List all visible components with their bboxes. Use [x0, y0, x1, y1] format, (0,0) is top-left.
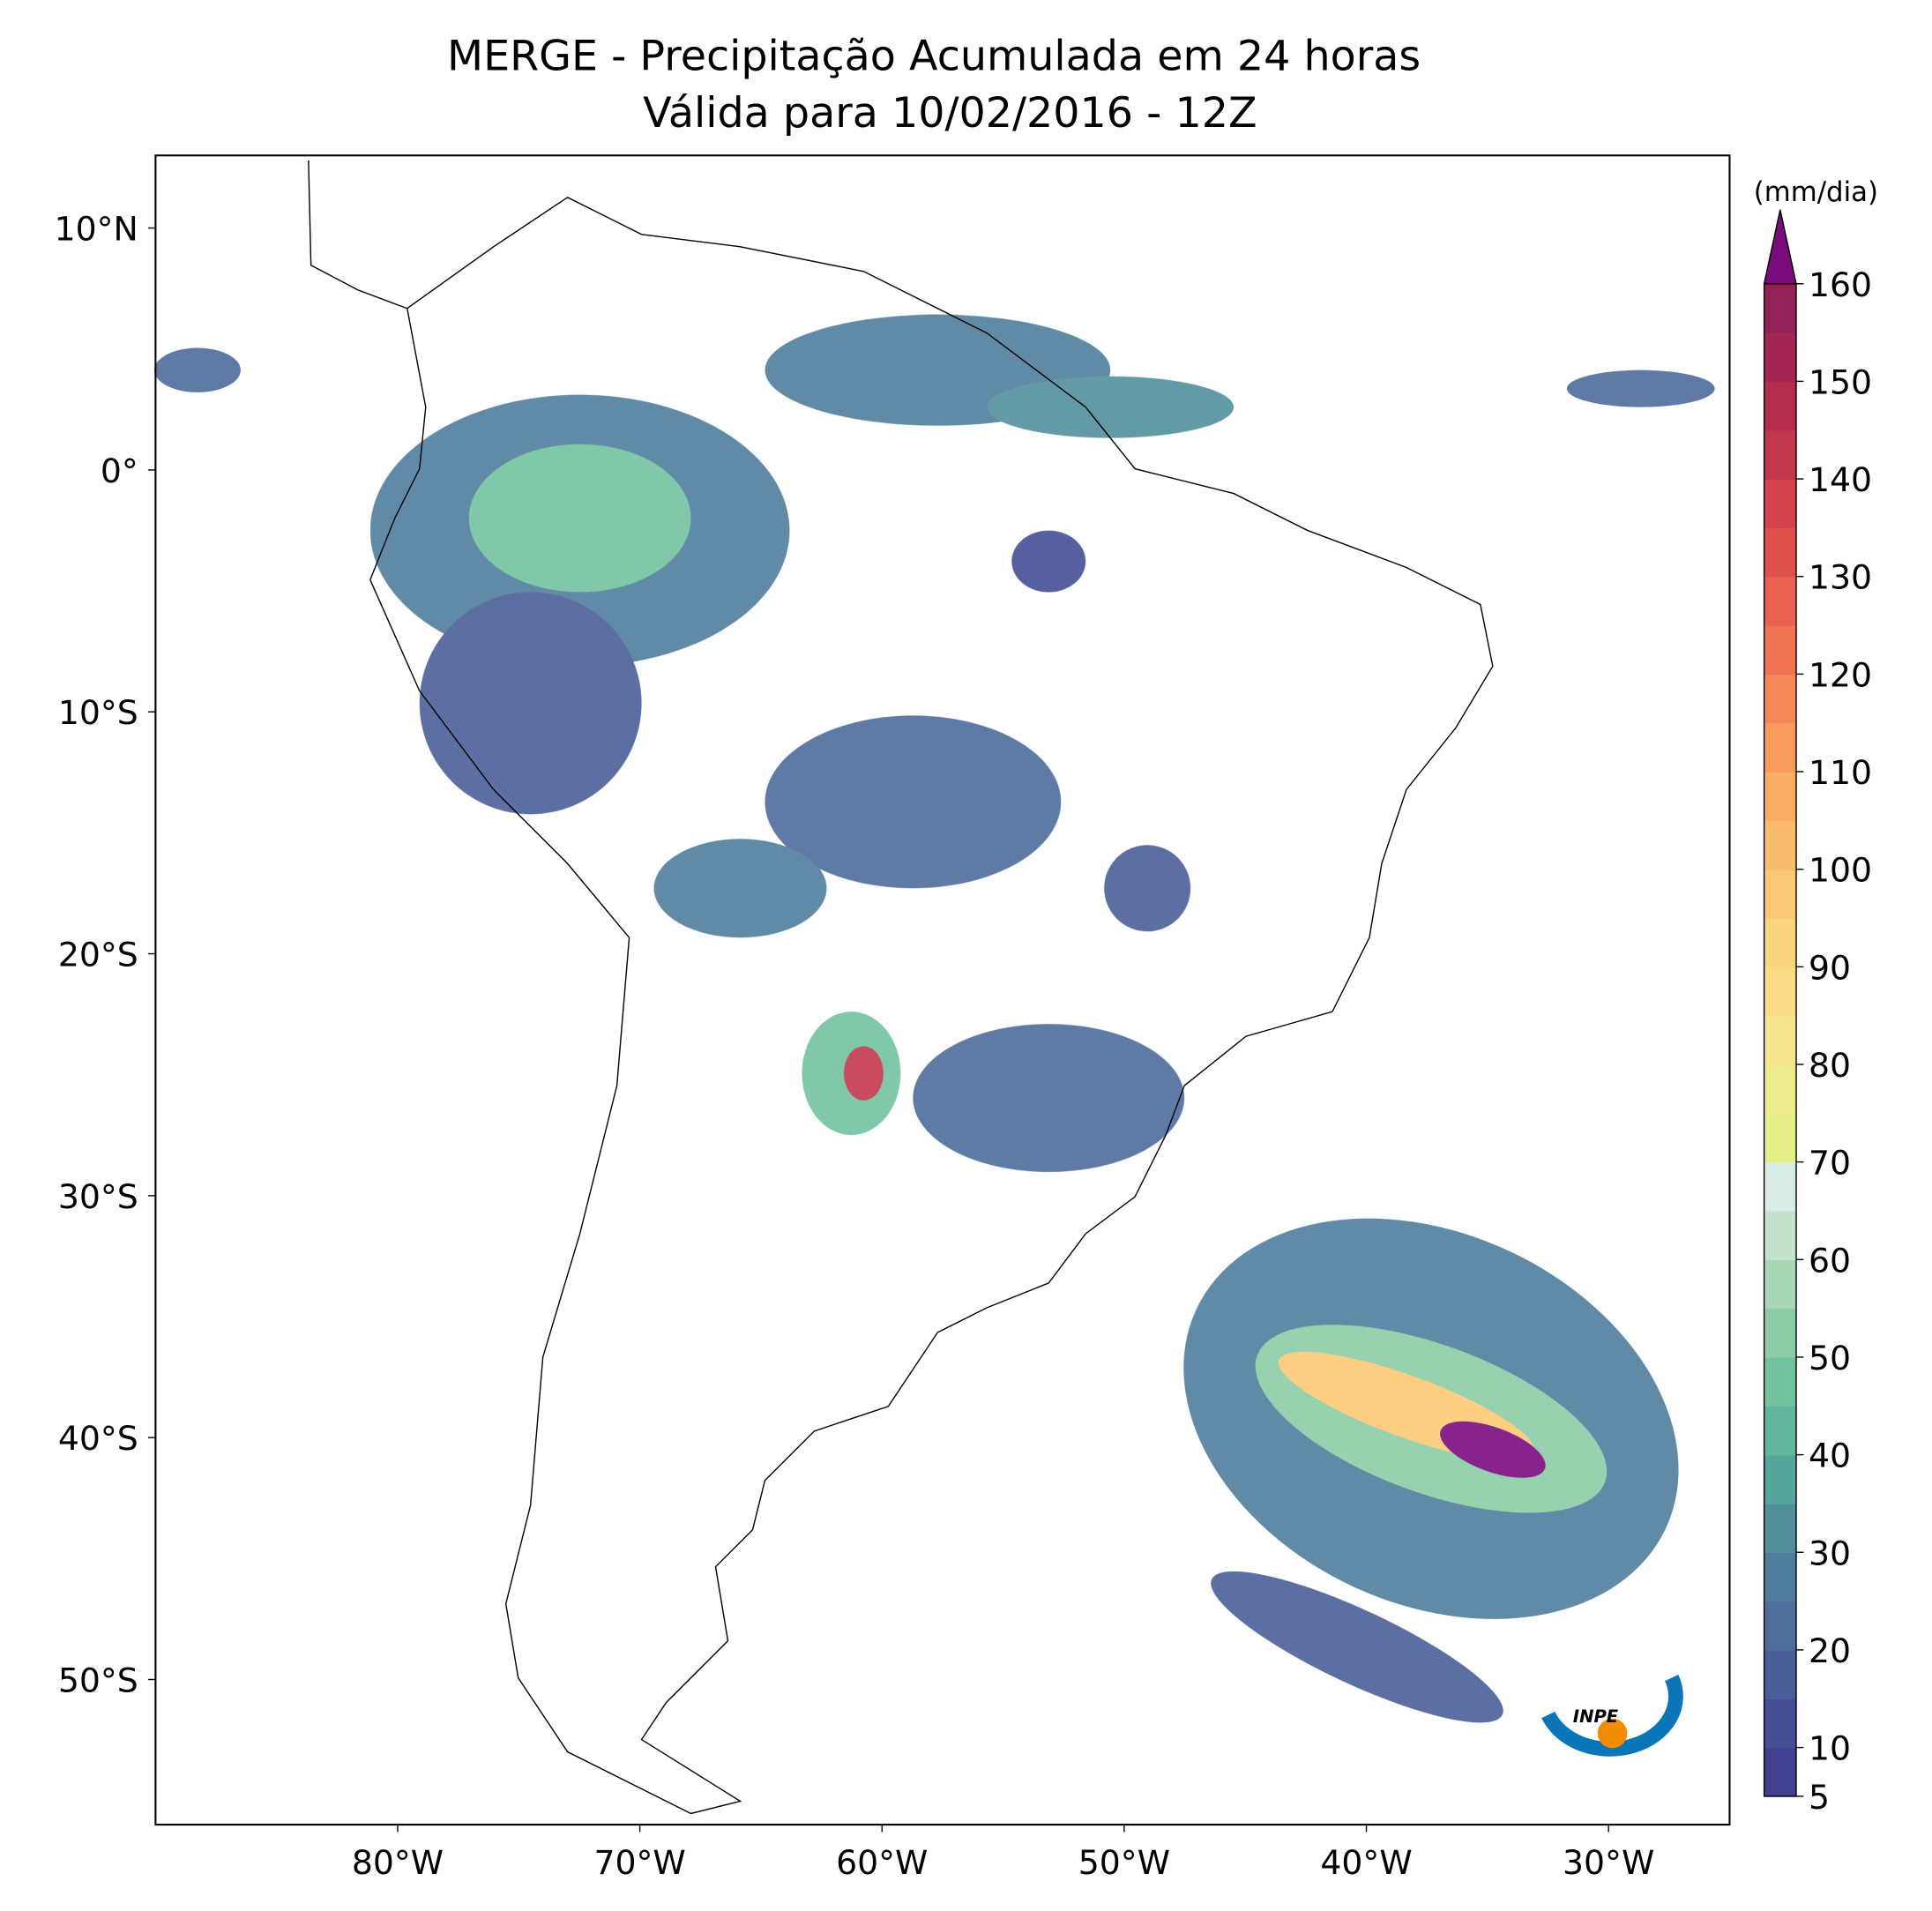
colorbar-segment: [1764, 1503, 1797, 1553]
colorbar-tick-label: 120: [1809, 655, 1872, 694]
colorbar-tick-label: 160: [1809, 265, 1872, 304]
colorbar-tick-label: 10: [1809, 1729, 1851, 1768]
colorbar-segment: [1764, 1161, 1797, 1212]
lon-tick-label: 60°W: [836, 1843, 928, 1882]
colorbar-tick-label: 130: [1809, 558, 1872, 597]
rain-area: [987, 376, 1235, 438]
colorbar-segment: [1764, 820, 1797, 870]
colorbar-segment: [1764, 1015, 1797, 1065]
colorbar-tick-label: 70: [1809, 1144, 1851, 1183]
colorbar-segment: [1764, 1698, 1797, 1749]
colorbar-segment: [1764, 1601, 1797, 1651]
rain-area: [1566, 370, 1715, 407]
lat-tick-label: 20°S: [58, 936, 138, 974]
rain-area: [153, 347, 241, 392]
lat-tick-label: 0°: [101, 452, 138, 490]
colorbar-tick-label: 30: [1809, 1534, 1851, 1572]
colorbar-segment: [1764, 576, 1797, 626]
lat-tick-label: 50°S: [58, 1661, 138, 1699]
precipitation: [153, 314, 1715, 1723]
colorbar-segment: [1764, 869, 1797, 919]
colorbar-segment: [1764, 1649, 1797, 1699]
colorbar-segment: [1764, 722, 1797, 773]
rain-area: [468, 444, 691, 593]
colorbar-tick-label: 60: [1809, 1241, 1851, 1280]
colorbar-segment: [1764, 674, 1797, 724]
south-america: [369, 197, 1494, 1815]
colorbar-unit: (mm/dia): [1754, 176, 1878, 208]
title: MERGE - Precipitação Acumulada em 24 hor…: [447, 33, 1421, 81]
colorbar-segment: [1764, 967, 1797, 1017]
rain-area: [913, 1024, 1185, 1173]
map-frame: [154, 154, 1731, 1826]
colorbar-segment: [1764, 1356, 1797, 1407]
colorbar-tick-label: 140: [1809, 460, 1872, 499]
logo-text: INPE: [1573, 1706, 1619, 1727]
colorbar-segment: [1764, 1406, 1797, 1456]
colorbar-frame: [1763, 283, 1797, 1797]
central-america: [308, 160, 408, 310]
colorbar-tick-label: 100: [1809, 851, 1872, 890]
rain-area: [1440, 1421, 1546, 1478]
colorbar-segment: [1764, 332, 1797, 383]
inpe-logo: INPE: [1523, 1618, 1712, 1804]
colorbar-segment: [1764, 381, 1797, 431]
rain-area: [844, 1046, 884, 1101]
colorbar-tick-label: 20: [1809, 1631, 1851, 1670]
colorbar-segment: [1764, 918, 1797, 968]
colorbar-segment: [1764, 1747, 1797, 1797]
colorbar-segment: [1764, 1113, 1797, 1163]
rain-area: [765, 715, 1062, 889]
lon-tick-label: 30°W: [1563, 1843, 1654, 1882]
coastline: [308, 160, 1494, 1815]
lat-tick-label: 30°S: [58, 1177, 138, 1216]
colorbar-segment: [1764, 1454, 1797, 1504]
colorbar-segment: [1764, 479, 1797, 529]
rain-area: [1211, 1571, 1503, 1723]
colorbar-tick-label: 110: [1809, 753, 1872, 792]
colorbar-extend: [1763, 209, 1797, 285]
lon-tick-label: 40°W: [1320, 1843, 1412, 1882]
colorbar-tick-label: 150: [1809, 362, 1872, 401]
lat-tick-label: 40°S: [58, 1419, 138, 1458]
rain-area: [653, 839, 827, 938]
colorbar-segment: [1764, 1308, 1797, 1358]
colorbar-segment: [1764, 1552, 1797, 1602]
rain-area: [419, 592, 642, 815]
colorbar-segment: [1764, 283, 1797, 333]
colorbar-segment: [1764, 772, 1797, 822]
colorbar-segment: [1764, 527, 1797, 578]
colorbar-tick-label: 80: [1809, 1046, 1851, 1085]
colorbar-tick-label: 5: [1809, 1778, 1830, 1817]
lat-tick-label: 10°N: [55, 210, 138, 249]
colorbar-segment: [1764, 429, 1797, 480]
colorbar-tick-label: 40: [1809, 1437, 1851, 1475]
colorbar-tick-label: 50: [1809, 1339, 1851, 1377]
lon-tick-label: 70°W: [593, 1843, 685, 1882]
colorbar-segment: [1764, 1064, 1797, 1115]
lon-tick-label: 80°W: [352, 1843, 444, 1882]
colorbar-segment: [1764, 625, 1797, 676]
rain-area: [1104, 845, 1191, 932]
colorbar-tick-label: 90: [1809, 948, 1851, 987]
logo-arc: [1541, 1675, 1683, 1757]
colorbar-segment: [1764, 1259, 1797, 1310]
lon-tick-label: 50°W: [1078, 1843, 1170, 1882]
subtitle: Válida para 10/02/2016 - 12Z: [643, 89, 1257, 138]
rain-area: [1011, 530, 1086, 593]
logo-dot: [1597, 1718, 1628, 1749]
colorbar-segment: [1764, 1210, 1797, 1260]
lat-tick-label: 10°S: [58, 693, 138, 732]
